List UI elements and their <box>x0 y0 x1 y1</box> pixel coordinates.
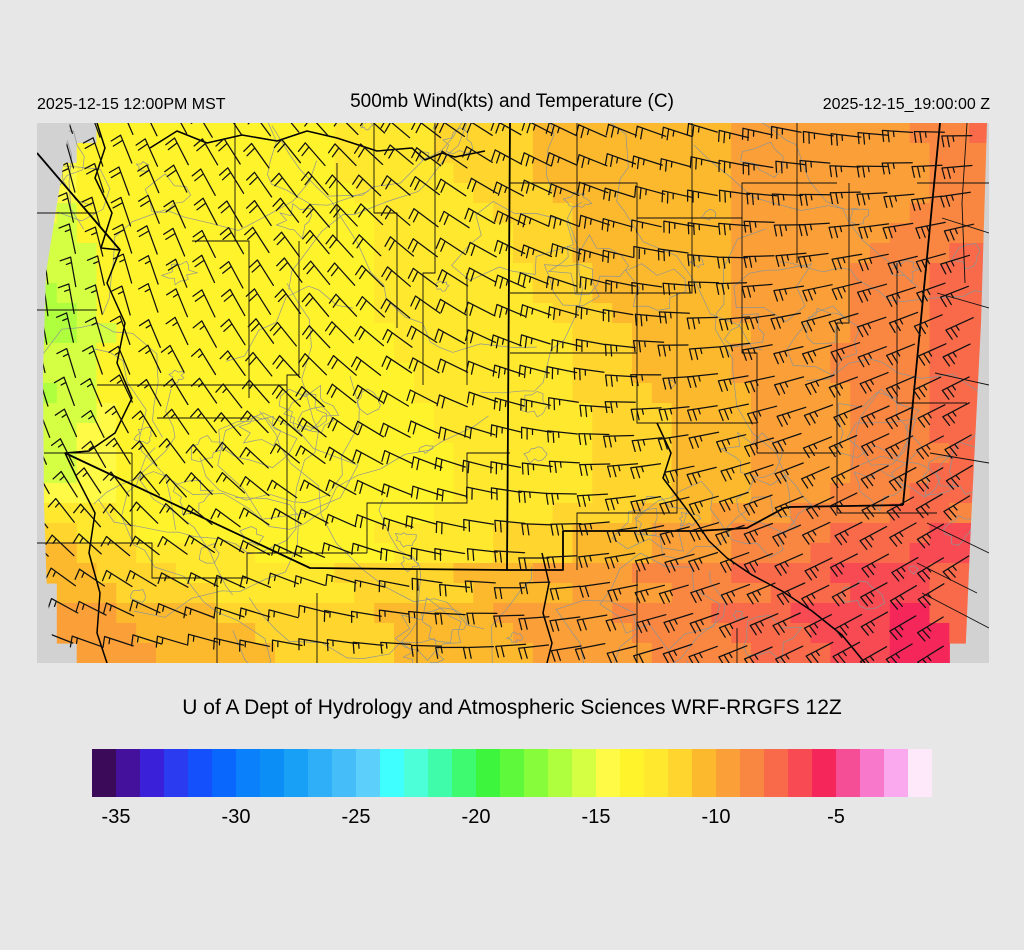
colorbar-segment <box>332 749 356 797</box>
colorbar-segment <box>260 749 284 797</box>
colorbar-segment <box>908 749 932 797</box>
colorbar-segment <box>92 749 116 797</box>
colorbar-segment <box>476 749 500 797</box>
colorbar-tick-label: -20 <box>461 806 491 828</box>
colorbar-segment <box>692 749 716 797</box>
colorbar-segment <box>188 749 212 797</box>
page-title: 500mb Wind(kts) and Temperature (C) <box>350 91 674 112</box>
colorbar-segment <box>668 749 692 797</box>
colorbar-segment <box>740 749 764 797</box>
weather-map <box>37 123 989 663</box>
colorbar-tick-label: -25 <box>341 806 371 828</box>
colorbar-tick-label: -5 <box>827 806 845 828</box>
colorbar-segment <box>428 749 452 797</box>
colorbar-segment <box>236 749 260 797</box>
colorbar-tick-label: -10 <box>701 806 731 828</box>
colorbar-segment <box>212 749 236 797</box>
map-caption: U of A Dept of Hydrology and Atmospheric… <box>182 696 842 719</box>
colorbar-segment <box>380 749 404 797</box>
colorbar-segment <box>860 749 884 797</box>
colorbar-tick-label: -35 <box>101 806 131 828</box>
valid-time-local-label: 2025-12-15 12:00PM MST <box>37 96 226 113</box>
colorbar-segment <box>644 749 668 797</box>
colorbar-segment <box>500 749 524 797</box>
colorbar-segment <box>284 749 308 797</box>
colorbar-segment <box>788 749 812 797</box>
colorbar-segment <box>716 749 740 797</box>
colorbar-segment <box>572 749 596 797</box>
colorbar-segment <box>404 749 428 797</box>
colorbar-segment <box>524 749 548 797</box>
colorbar-tick-label: -15 <box>581 806 611 828</box>
colorbar-segment <box>812 749 836 797</box>
colorbar-segment <box>164 749 188 797</box>
colorbar-segment <box>548 749 572 797</box>
colorbar-segment <box>884 749 908 797</box>
colorbar-segment <box>836 749 860 797</box>
valid-time-utc-label: 2025-12-15_19:00:00 Z <box>822 96 990 113</box>
colorbar-segment <box>620 749 644 797</box>
colorbar-segment <box>596 749 620 797</box>
colorbar-segment <box>116 749 140 797</box>
colorbar-segment <box>308 749 332 797</box>
colorbar-tick-labels: -35 -30 -25 -20 -15 -10 -5 <box>0 806 1024 836</box>
colorbar-segment <box>452 749 476 797</box>
colorbar-segment <box>764 749 788 797</box>
temperature-colorbar <box>92 749 932 797</box>
colorbar-segment <box>140 749 164 797</box>
colorbar-tick-label: -30 <box>221 806 251 828</box>
colorbar-segment <box>356 749 380 797</box>
